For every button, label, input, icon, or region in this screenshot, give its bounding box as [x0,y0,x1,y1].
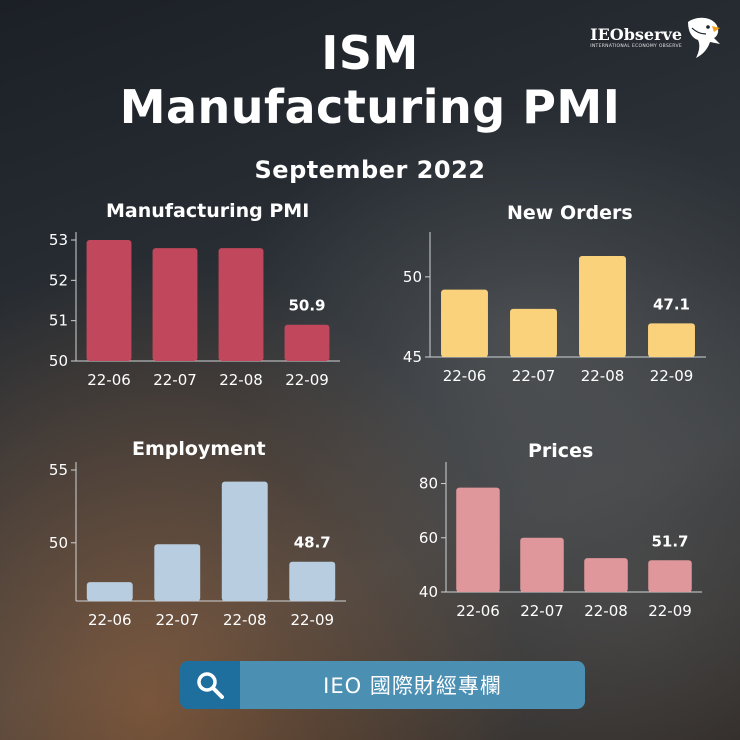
y-tick-label: 50 [49,352,68,370]
bar [584,558,628,592]
chart-employment: Employment 50 55 22-06 22-07 22-08 22-09 48.7 [0,430,370,640]
x-tick-label: 22-08 [581,367,625,385]
page-subtitle: September 2022 [254,156,486,184]
eagle-icon [688,17,720,58]
bar [152,248,198,361]
chart-plot: 45 50 22-06 22-07 22-08 22-09 47.1 [403,232,706,385]
y-tick-label: 80 [419,475,438,493]
x-tick-label: 22-09 [650,367,694,385]
chart-plot: 50 51 52 53 22-06 22-07 22-08 22-09 50.9 [49,231,340,389]
bar [154,544,201,601]
chart-plot: 40 60 80 22-06 22-07 22-08 22-09 51.7 [419,462,702,620]
bar [579,256,626,357]
x-tick-label: 22-09 [285,371,329,389]
page-title-line1: ISM [321,26,419,80]
x-tick-label: 22-06 [87,371,131,389]
x-tick-label: 22-06 [456,602,500,620]
data-label: 50.9 [288,297,325,315]
bar [284,324,330,361]
search-label: IEO 國際財經專欄 [323,674,502,698]
logo-name: IEObserve [590,25,682,44]
page-title-line2: Manufacturing PMI [119,80,621,134]
chart-plot: 50 55 22-06 22-07 22-08 22-09 48.7 [49,461,346,629]
data-label: 51.7 [651,532,688,550]
y-tick-label: 60 [419,529,438,547]
brand-logo: IEObserve INTERNATIONAL ECONOMY OBSERVE [590,14,722,60]
bar [221,481,268,601]
y-tick-label: 55 [49,461,68,479]
chart-title: Prices [528,440,594,462]
bar [86,582,133,601]
y-tick-label: 53 [49,231,68,249]
x-tick-label: 22-08 [584,602,628,620]
x-tick-label: 22-09 [648,602,692,620]
chart-title: Manufacturing PMI [106,200,310,222]
bar [648,560,692,592]
search-button[interactable] [180,661,240,709]
y-tick-label: 50 [49,534,68,552]
x-tick-label: 22-08 [219,371,263,389]
y-tick-label: 50 [403,268,422,286]
search-icon [197,672,224,699]
chart-title: New Orders [507,202,633,224]
bar [289,561,336,601]
x-tick-label: 22-07 [155,611,199,629]
x-tick-label: 22-08 [223,611,267,629]
x-tick-label: 22-06 [443,367,487,385]
chart-title: Employment [132,438,266,460]
bar [520,537,564,592]
data-label: 48.7 [294,534,331,552]
logo-tagline: INTERNATIONAL ECONOMY OBSERVE [590,44,682,49]
column-search-bar[interactable]: IEO 國際財經專欄 [180,661,585,709]
bar [648,323,695,357]
y-tick-label: 52 [49,271,68,289]
x-tick-label: 22-09 [290,611,334,629]
x-tick-label: 22-07 [153,371,197,389]
bar [441,289,488,357]
chart-manufacturing-pmi: Manufacturing PMI 50 51 52 53 22-06 22-07 22-0… [0,190,370,410]
x-tick-label: 22-07 [512,367,556,385]
y-tick-label: 45 [403,348,422,366]
bar [86,240,132,361]
data-label: 47.1 [653,295,690,313]
x-tick-label: 22-07 [520,602,564,620]
chart-prices: Prices 40 60 80 22-06 22-07 22-08 22-09 51.7 [370,430,740,640]
bar [456,487,500,592]
bar [218,248,264,361]
y-tick-label: 40 [419,583,438,601]
y-tick-label: 51 [49,312,68,330]
chart-new-orders: New Orders 45 50 22-06 22-07 22-08 22-09 47.1 [370,190,740,410]
x-tick-label: 22-06 [88,611,132,629]
bar [510,308,557,357]
